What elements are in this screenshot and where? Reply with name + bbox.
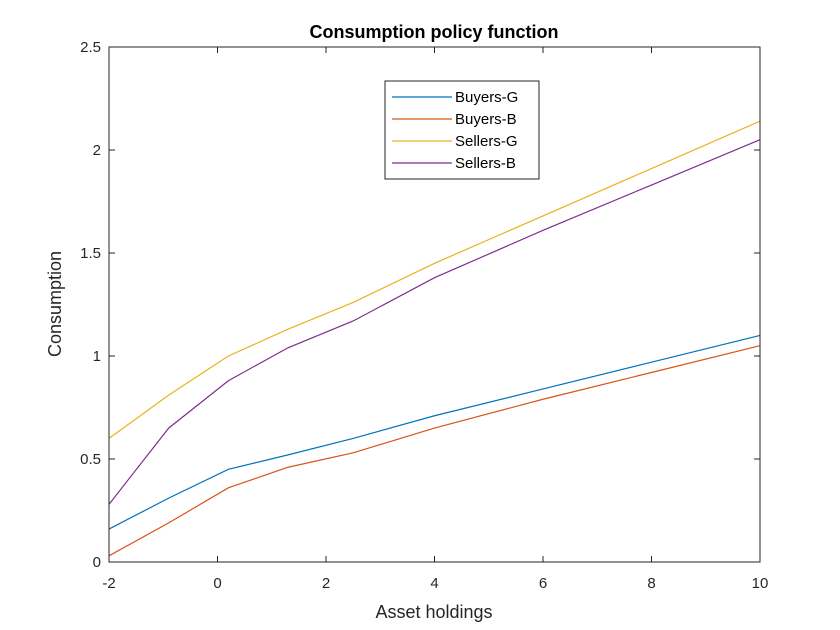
x-tick-label: 10	[752, 575, 769, 592]
x-tick-label: 0	[213, 575, 221, 592]
x-axis-label: Asset holdings	[375, 602, 492, 622]
x-tick-label: 4	[430, 575, 438, 592]
y-axis-label: Consumption	[45, 251, 65, 357]
x-tick-label: 6	[539, 575, 547, 592]
y-tick-label: 2	[93, 142, 101, 159]
y-tick-label: 1	[93, 348, 101, 365]
legend-entry-4: Sellers-B	[455, 155, 516, 172]
series-line-3	[108, 120, 761, 439]
y-tick-label: 2.5	[80, 39, 101, 56]
y-tick-label: 0.5	[80, 451, 101, 468]
series-line-2	[108, 345, 761, 557]
series-line-4	[108, 139, 761, 505]
y-axis-ticks: 0 0.5 1 1.5 2 2.5	[80, 39, 760, 571]
x-axis-ticks: -2 0 2 4 6 8 10	[102, 47, 768, 592]
series-line-1	[108, 334, 761, 530]
legend-entry-3: Sellers-G	[455, 133, 518, 150]
y-tick-label: 1.5	[80, 245, 101, 262]
legend-entry-2: Buyers-B	[455, 111, 517, 128]
y-tick-label: 0	[93, 554, 101, 571]
x-tick-label: 2	[322, 575, 330, 592]
series-layer	[108, 120, 761, 557]
legend: Buyers-G Buyers-B Sellers-G Sellers-B	[384, 80, 540, 180]
x-tick-label: -2	[102, 575, 115, 592]
x-tick-label: 8	[647, 575, 655, 592]
chart-title: Consumption policy function	[310, 22, 559, 42]
legend-entry-1: Buyers-G	[455, 89, 518, 106]
